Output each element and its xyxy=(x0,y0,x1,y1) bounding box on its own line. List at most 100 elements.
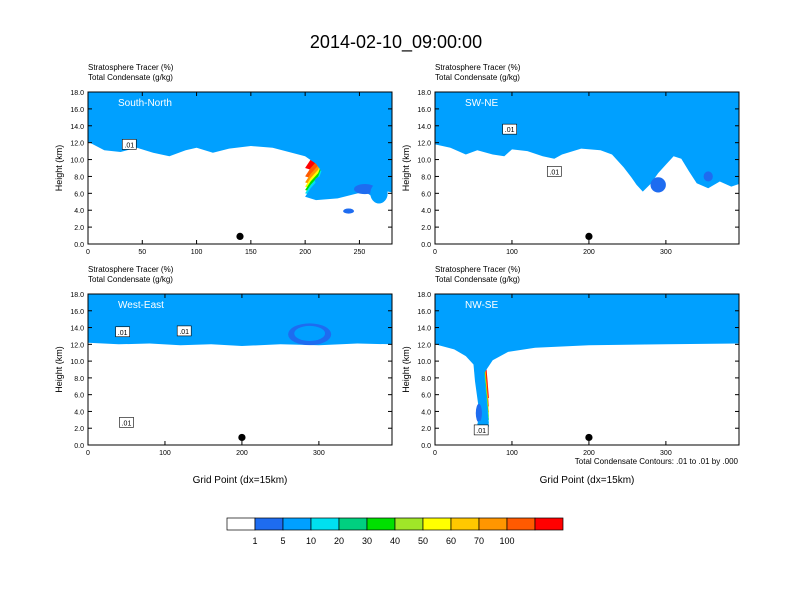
y-tick-label: 0.0 xyxy=(421,443,431,450)
x-tick-label: 100 xyxy=(506,249,518,256)
x-tick-label: 200 xyxy=(299,249,311,256)
y-tick-label: 12.0 xyxy=(417,141,431,148)
y-tick-label: 8.0 xyxy=(74,376,84,383)
y-tick-label: 10.0 xyxy=(417,359,431,366)
y-tick-label: 8.0 xyxy=(421,174,431,181)
plot-frame xyxy=(87,91,393,245)
colorbar-label: 1 xyxy=(252,536,257,546)
tracer-pocket xyxy=(650,177,666,193)
y-tick-label: 8.0 xyxy=(421,376,431,383)
x-tick-label: 200 xyxy=(583,450,595,457)
plot-area xyxy=(88,294,392,346)
x-tick-label: 150 xyxy=(245,249,257,256)
y-tick-label: 16.0 xyxy=(70,107,84,114)
location-marker xyxy=(585,232,593,240)
contour-label-box xyxy=(502,123,517,135)
y-tick-label: 14.0 xyxy=(417,326,431,333)
colorbar-box xyxy=(506,517,536,531)
y-tick-label: 12.0 xyxy=(417,342,431,349)
panel-label: West-East xyxy=(118,300,164,311)
colorbar-box xyxy=(254,517,284,531)
panel-label: SW-NE xyxy=(465,98,498,109)
x-axis-label: Grid Point (dx=15km) xyxy=(193,475,288,486)
colorbar-box xyxy=(282,517,312,531)
colorbar-label: 20 xyxy=(334,536,344,546)
tracer-pocket xyxy=(294,325,326,341)
y-tick-label: 16.0 xyxy=(417,309,431,316)
x-tick-label: 200 xyxy=(583,249,595,256)
y-tick-label: 12.0 xyxy=(70,342,84,349)
y-tick-label: 12.0 xyxy=(70,141,84,148)
y-axis-label: Height (km) xyxy=(54,346,64,393)
location-marker xyxy=(585,433,593,442)
y-tick-label: 0.0 xyxy=(74,443,84,450)
colorbar-box xyxy=(534,517,564,531)
tracer-pocket xyxy=(703,171,713,182)
figure-title: 2014-02-10_09:00:00 xyxy=(310,32,482,53)
panel-label: NW-SE xyxy=(465,300,498,311)
tracer-band xyxy=(88,92,392,201)
colorbar-label: 10 xyxy=(306,536,316,546)
x-tick-label: 50 xyxy=(138,249,146,256)
contour-label: .01 xyxy=(118,330,128,337)
colorbar-label: 50 xyxy=(418,536,428,546)
y-tick-label: 10.0 xyxy=(70,359,84,366)
x-tick-label: 0 xyxy=(433,450,437,457)
y-tick-label: 18.0 xyxy=(417,90,431,97)
plot-area xyxy=(435,294,739,430)
y-tick-label: 14.0 xyxy=(70,326,84,333)
location-marker xyxy=(238,433,246,442)
tracer-pocket xyxy=(475,403,482,423)
colorbar-label: 5 xyxy=(280,536,285,546)
y-tick-label: 4.0 xyxy=(421,208,431,215)
y-axis-label: Height (km) xyxy=(54,145,64,192)
colorbar-box xyxy=(226,517,256,531)
panel-heading-condensate: Total Condensate (g/kg) xyxy=(435,275,520,284)
x-tick-label: 0 xyxy=(86,450,90,457)
tracer-pocket xyxy=(314,176,328,185)
contour-label-box xyxy=(121,139,137,150)
y-tick-label: 0.0 xyxy=(74,242,84,249)
y-tick-label: 16.0 xyxy=(417,107,431,114)
panel-heading-condensate: Total Condensate (g/kg) xyxy=(88,275,173,284)
y-tick-label: 6.0 xyxy=(421,393,431,400)
panel-heading-condensate: Total Condensate (g/kg) xyxy=(88,73,173,82)
y-tick-label: 2.0 xyxy=(74,426,84,433)
panel-sw-ne: 0.0 2.0 4.0 6.0 8.0 10.0 12.0 14.0 16.0 18.0 0 100 2… xyxy=(401,63,740,256)
panel-heading-tracer: Stratosphere Tracer (%) xyxy=(435,265,521,274)
contour-label: .01 xyxy=(179,329,189,336)
contour-label: .01 xyxy=(124,142,134,149)
tracer-band xyxy=(435,294,739,428)
y-axis-label: Height (km) xyxy=(401,346,411,393)
y-tick-label: 18.0 xyxy=(417,292,431,299)
x-tick-label: 300 xyxy=(313,450,325,457)
plot-area xyxy=(435,92,739,193)
panel-heading-tracer: Stratosphere Tracer (%) xyxy=(88,63,174,72)
plot-frame xyxy=(434,91,740,245)
y-tick-label: 6.0 xyxy=(421,191,431,198)
plot-frame xyxy=(87,293,393,446)
x-tick-label: 100 xyxy=(506,450,518,457)
y-tick-label: 4.0 xyxy=(74,208,84,215)
colorbar-box xyxy=(366,517,396,531)
plot-area xyxy=(88,92,392,214)
y-tick-label: 18.0 xyxy=(70,292,84,299)
y-tick-label: 0.0 xyxy=(421,242,431,249)
colorbar: 1 5 10 20 30 40 50 60 70 100 xyxy=(226,517,564,546)
x-tick-label: 100 xyxy=(191,249,203,256)
x-tick-label: 0 xyxy=(86,249,90,256)
contour-label: .01 xyxy=(549,169,559,176)
y-tick-label: 10.0 xyxy=(417,158,431,165)
colorbar-box xyxy=(422,517,452,531)
contour-label-box xyxy=(546,166,562,177)
colorbar-label: 30 xyxy=(362,536,372,546)
panel-west-east: 0.0 2.0 4.0 6.0 8.0 10.0 12.0 14.0 16.0 18.0 0 100 2… xyxy=(54,265,393,486)
tracer-pocket xyxy=(343,208,355,214)
contour-label-box xyxy=(473,424,489,436)
colorbar-label: 60 xyxy=(446,536,456,546)
y-tick-label: 4.0 xyxy=(74,409,84,416)
colorbar-label: 70 xyxy=(474,536,484,546)
colorbar-box xyxy=(478,517,508,531)
x-tick-label: 200 xyxy=(236,450,248,457)
contour-label: .01 xyxy=(505,127,515,134)
